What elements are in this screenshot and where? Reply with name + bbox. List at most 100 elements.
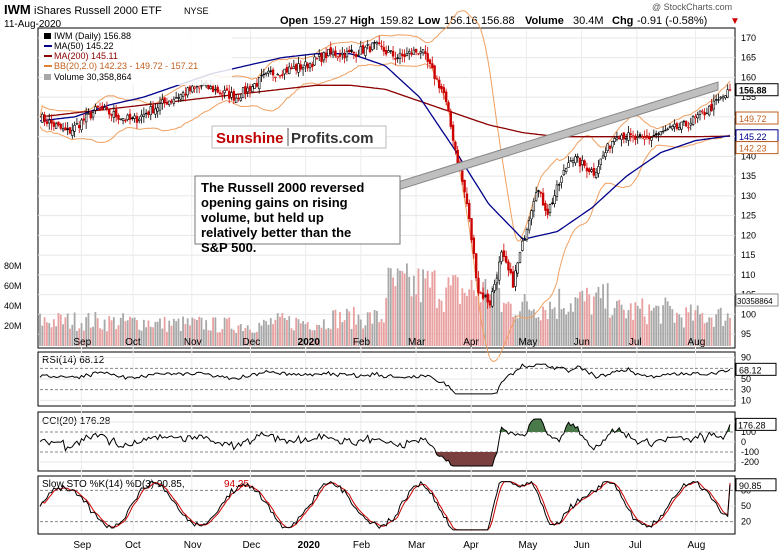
candle-body bbox=[66, 128, 69, 130]
volume-bars bbox=[39, 263, 731, 346]
candle-body bbox=[608, 145, 612, 149]
volume-bar bbox=[170, 325, 173, 346]
volume-bar bbox=[486, 299, 489, 346]
rsi-tick-label: 50 bbox=[741, 374, 751, 384]
volume-bar bbox=[687, 312, 690, 346]
volume-bar bbox=[655, 305, 658, 346]
volume-bar bbox=[352, 306, 355, 346]
volume-bar bbox=[272, 324, 274, 346]
volume-bar bbox=[115, 329, 118, 346]
candle-body bbox=[195, 85, 199, 88]
candle-body bbox=[262, 73, 266, 76]
candle-body bbox=[101, 105, 104, 111]
annotation-line: opening gains on rising bbox=[201, 195, 348, 210]
candle-body bbox=[239, 97, 242, 101]
annotation-line: The Russell 2000 reversed bbox=[201, 180, 364, 195]
volume-bar bbox=[641, 298, 644, 346]
volume-bar bbox=[657, 305, 660, 346]
volume-bar bbox=[288, 316, 291, 346]
candle-body bbox=[138, 118, 141, 122]
candle-body bbox=[696, 114, 699, 119]
candle-body bbox=[144, 112, 148, 115]
price-layer bbox=[39, 10, 732, 362]
volume-bar bbox=[163, 316, 166, 346]
annotation-box bbox=[194, 175, 401, 245]
price-tick-label: 130 bbox=[741, 191, 756, 201]
volume-bar bbox=[579, 291, 581, 346]
volume-bar bbox=[359, 319, 362, 346]
volume-bar bbox=[703, 323, 706, 346]
month-label-bottom: Oct bbox=[125, 540, 141, 551]
candle-body bbox=[468, 202, 471, 220]
candle-body bbox=[456, 149, 459, 164]
candle-body bbox=[673, 123, 676, 128]
candle-body bbox=[472, 237, 476, 254]
volume-bar bbox=[373, 309, 376, 346]
candle-body bbox=[117, 114, 120, 120]
volume-bar bbox=[205, 320, 208, 346]
candle-body bbox=[592, 167, 596, 176]
candle-body bbox=[110, 114, 113, 116]
volume-bar bbox=[509, 303, 512, 346]
candle-body bbox=[682, 120, 686, 123]
volume-bar bbox=[676, 312, 678, 346]
volume-tag-box bbox=[735, 293, 779, 307]
month-label-price: Mar bbox=[408, 337, 426, 348]
volume-bar bbox=[89, 327, 92, 346]
volume-bar bbox=[426, 270, 429, 346]
volume-bar bbox=[567, 311, 570, 346]
candle-body bbox=[191, 85, 194, 93]
candle-body bbox=[712, 100, 716, 110]
candle-body bbox=[516, 262, 519, 274]
volume-bar bbox=[50, 327, 53, 346]
candle-body bbox=[161, 99, 164, 104]
candle-body bbox=[165, 102, 169, 105]
candle-body bbox=[301, 66, 305, 70]
volume-bar bbox=[708, 317, 711, 346]
volume-bar bbox=[66, 313, 69, 346]
candle-body bbox=[691, 116, 695, 126]
volume-label: Volume bbox=[525, 15, 564, 27]
candle-body bbox=[705, 112, 709, 115]
volume-bar bbox=[701, 313, 704, 346]
month-label-bottom: Nov bbox=[184, 540, 202, 551]
volume-bar bbox=[588, 294, 591, 346]
candle-body bbox=[440, 85, 443, 90]
candle-body bbox=[237, 97, 240, 100]
candle-body bbox=[424, 51, 427, 55]
candle-body bbox=[532, 201, 536, 212]
candle-body bbox=[188, 86, 192, 92]
volume-bar bbox=[406, 263, 408, 346]
candle-body bbox=[650, 137, 653, 141]
volume-bar bbox=[454, 274, 457, 346]
volume-bar bbox=[696, 305, 699, 346]
volume-bar bbox=[551, 309, 554, 346]
candle-body bbox=[177, 97, 180, 99]
candle-body bbox=[382, 47, 386, 52]
volume-bar bbox=[712, 326, 715, 346]
volume-bar bbox=[646, 324, 648, 346]
annotation-line: S&P 500. bbox=[201, 240, 256, 255]
volume-bar bbox=[62, 324, 64, 346]
candle-body bbox=[225, 88, 229, 91]
candle-body bbox=[410, 52, 413, 55]
volume-bar bbox=[706, 322, 708, 346]
price-tag-label: 156.88 bbox=[739, 86, 767, 96]
candle-body bbox=[232, 90, 236, 101]
candle-body bbox=[193, 86, 196, 89]
candle-body bbox=[518, 251, 522, 263]
volume-bar bbox=[112, 317, 115, 346]
annotation-line: relatively better than the bbox=[201, 225, 351, 240]
volume-bar bbox=[526, 301, 528, 346]
candle-body bbox=[228, 90, 231, 99]
candle-body bbox=[149, 106, 152, 116]
candle-body bbox=[281, 74, 284, 76]
volume-bar bbox=[196, 320, 198, 346]
volume-bar bbox=[265, 321, 268, 346]
candle-body bbox=[375, 42, 379, 45]
bb-lower-line bbox=[39, 62, 731, 362]
month-label-price: Aug bbox=[688, 337, 706, 348]
volume-bar bbox=[565, 314, 568, 346]
volume-bar bbox=[184, 323, 187, 346]
volume-bar bbox=[313, 330, 316, 346]
